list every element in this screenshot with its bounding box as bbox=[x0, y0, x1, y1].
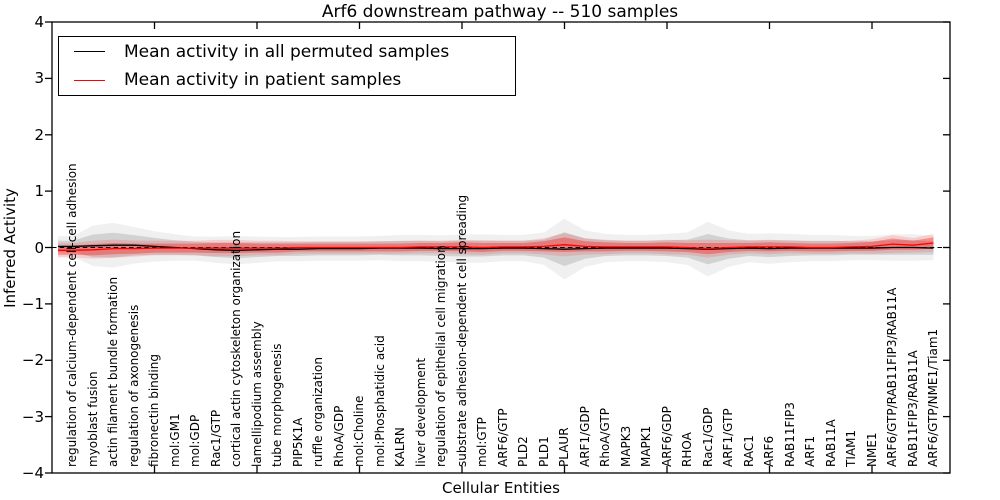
x-tick-label: fibronectin binding bbox=[147, 354, 161, 467]
x-tick-label: ARF1/GTP bbox=[721, 408, 735, 467]
y-tick-label: −4 bbox=[21, 464, 44, 482]
x-tick-label: PLD1 bbox=[536, 436, 551, 467]
x-tick-label: ARF6/GTP bbox=[495, 408, 510, 467]
legend-item-permuted: Mean activity in all permuted samples bbox=[59, 38, 515, 66]
x-tick-label: Rac1/GTP bbox=[208, 409, 223, 467]
x-tick-label: myoblast fusion bbox=[85, 371, 100, 467]
y-tick-label: 2 bbox=[34, 125, 44, 144]
y-tick-label: 1 bbox=[34, 182, 44, 201]
y-tick-label: 4 bbox=[34, 13, 44, 31]
x-tick-label: mol:GDP bbox=[188, 414, 202, 467]
red-line-icon bbox=[74, 79, 105, 81]
x-tick-label: ruffle organization bbox=[311, 357, 325, 467]
x-tick-label: RAC1 bbox=[741, 435, 756, 467]
x-tick-label: ARF1/GDP bbox=[577, 406, 592, 467]
x-tick-label: PLD2 bbox=[516, 436, 530, 467]
legend-box: Mean activity in all permuted samples Me… bbox=[58, 36, 516, 96]
x-tick-label: PIP5K1A bbox=[290, 417, 305, 467]
x-tick-label: ARF6 bbox=[762, 435, 776, 467]
x-tick-label: substrate adhesion-dependent cell spread… bbox=[454, 194, 469, 467]
x-tick-label: regulation of epithelial cell migration bbox=[434, 245, 448, 467]
y-tick-label: 0 bbox=[34, 238, 44, 257]
x-tick-label: RhoA/GTP bbox=[598, 408, 612, 467]
x-tick-label: MAPK1 bbox=[639, 425, 653, 467]
x-tick-label: RAB11A bbox=[823, 419, 838, 467]
legend-item-patient: Mean activity in patient samples bbox=[59, 66, 515, 94]
patient-std-outer-band bbox=[58, 233, 934, 259]
x-tick-label: tube morphogenesis bbox=[270, 343, 284, 467]
x-tick-label: RAB11FIP3 bbox=[782, 402, 797, 467]
x-tick-label: lamellipodium assembly bbox=[249, 321, 264, 467]
y-tick-label: −2 bbox=[21, 351, 44, 370]
x-tick-label: NME1 bbox=[864, 432, 879, 467]
patient-mean-line bbox=[58, 242, 934, 251]
x-tick-label: RHOA bbox=[680, 432, 694, 467]
x-tick-label: mol:GM1 bbox=[167, 413, 182, 467]
x-tick-label: PLAUR bbox=[557, 427, 571, 467]
x-tick-label: mol:Choline bbox=[352, 395, 366, 467]
x-axis-label: Cellular Entities bbox=[442, 479, 560, 497]
x-tick-label: RAB11FIP3/RAB11A bbox=[905, 350, 920, 467]
x-tick-label: KALRN bbox=[393, 427, 407, 467]
x-tick-label: mol:Phosphatidic acid bbox=[372, 335, 387, 467]
x-tick-label: actin filament bundle formation bbox=[106, 276, 120, 467]
x-tick-label: ARF6/GTP/NME1/Tiam1 bbox=[926, 328, 940, 467]
permuted-std-band bbox=[58, 232, 934, 267]
permuted-std-outer-band bbox=[58, 218, 934, 280]
x-tick-label: ARF1 bbox=[803, 435, 817, 467]
x-tick-label: mol:GTP bbox=[475, 417, 489, 467]
y-tick-label: −1 bbox=[21, 294, 44, 313]
x-tick-label: Rac1/GDP bbox=[700, 407, 715, 467]
patient-std-band bbox=[58, 237, 934, 256]
x-tick-label: ARF6/GDP bbox=[659, 406, 674, 467]
chart-title: Arf6 downstream pathway -- 510 samples bbox=[321, 2, 679, 22]
y-tick-label: −3 bbox=[21, 407, 44, 426]
x-tick-label: TIAM1 bbox=[844, 429, 858, 467]
permuted-mean-line bbox=[58, 244, 934, 251]
legend-label: Mean activity in all permuted samples bbox=[124, 41, 450, 62]
x-tick-label: regulation of axonogenesis bbox=[126, 304, 141, 467]
x-tick-label: MAPK3 bbox=[618, 425, 633, 467]
x-tick-label: ARF6/GTP/RAB11FIP3/RAB11A bbox=[885, 287, 899, 467]
x-tick-label: cortical actin cytoskeleton organization bbox=[229, 230, 243, 467]
y-tick-label: 3 bbox=[34, 69, 44, 88]
legend-label: Mean activity in patient samples bbox=[124, 70, 402, 91]
x-tick-label: liver development bbox=[413, 357, 428, 467]
x-tick-label: RhoA/GDP bbox=[331, 405, 346, 467]
black-line-icon bbox=[74, 51, 105, 53]
x-tick-label: regulation of calcium-dependent cell-cel… bbox=[65, 163, 79, 467]
